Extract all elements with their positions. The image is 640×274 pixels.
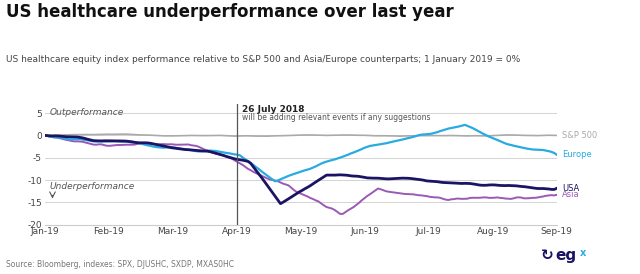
Text: Underperformance: Underperformance xyxy=(50,182,135,191)
Text: S&P 500: S&P 500 xyxy=(562,131,597,140)
Text: US healthcare underperformance over last year: US healthcare underperformance over last… xyxy=(6,3,454,21)
Text: Europe: Europe xyxy=(562,150,591,159)
Text: Outperformance: Outperformance xyxy=(50,108,124,117)
Text: 26 July 2018: 26 July 2018 xyxy=(242,105,305,114)
Text: Source: Bloomberg, indexes: SPX, DJUSHC, SXDP, MXAS0HC: Source: Bloomberg, indexes: SPX, DJUSHC,… xyxy=(6,259,234,269)
Text: x: x xyxy=(580,248,586,258)
Text: Asia: Asia xyxy=(562,190,580,199)
Text: will be adding relevant events if any suggestions: will be adding relevant events if any su… xyxy=(242,113,431,122)
Text: US healthcare equity index performance relative to S&P 500 and Asia/Europe count: US healthcare equity index performance r… xyxy=(6,55,521,64)
Text: eg: eg xyxy=(556,248,577,263)
Text: USA: USA xyxy=(562,184,579,193)
Text: ↻: ↻ xyxy=(541,248,554,263)
